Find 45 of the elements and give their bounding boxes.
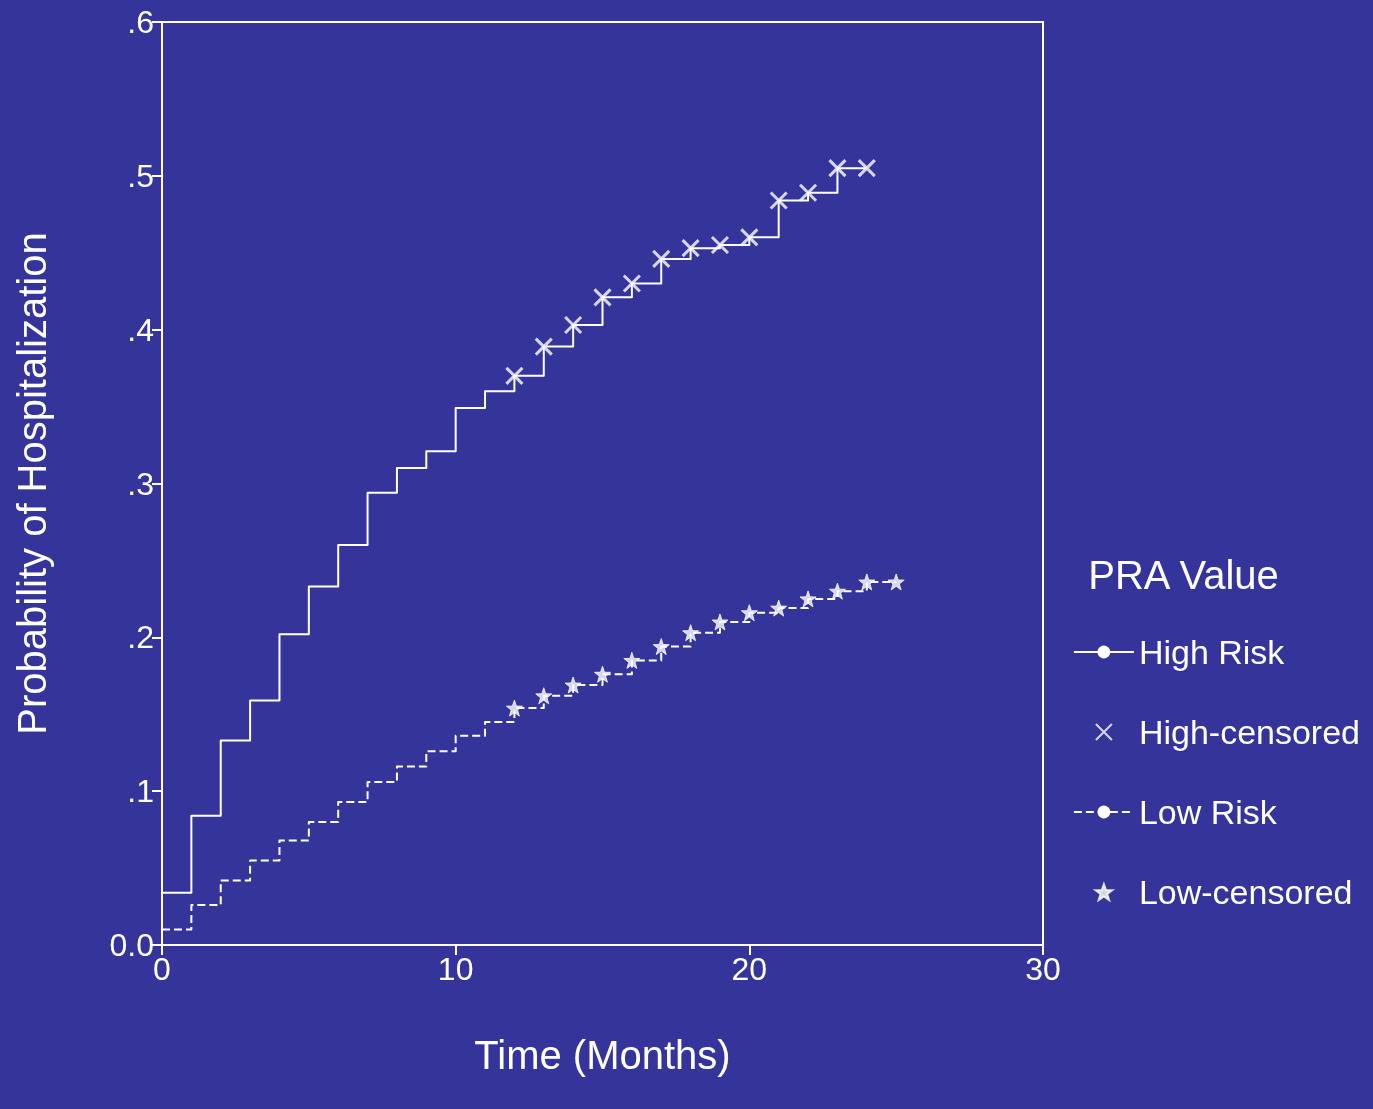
- point: [828, 582, 846, 600]
- point: [593, 287, 612, 307]
- point: [682, 624, 700, 642]
- legend-label: High-censored: [1138, 713, 1361, 751]
- point: [652, 638, 670, 656]
- point: [623, 651, 641, 669]
- legend-title: PRA Value: [1088, 553, 1279, 597]
- point: [505, 699, 523, 717]
- y-tick-label: .6: [127, 4, 154, 40]
- y-tick-label: .3: [127, 465, 154, 502]
- point: [534, 337, 554, 357]
- x-tick-label: 10: [437, 951, 474, 987]
- x-tick-label: 30: [1025, 951, 1061, 987]
- point: [563, 315, 583, 335]
- x-axis-title: Time (Months): [474, 1033, 731, 1077]
- point: [504, 366, 524, 386]
- y-tick-label: .5: [127, 157, 154, 194]
- x-tick-label: 20: [731, 951, 768, 987]
- point: [739, 227, 759, 247]
- point: [740, 604, 758, 622]
- x-tick-label: 0: [153, 951, 171, 987]
- legend-label: Low-censored: [1138, 873, 1353, 911]
- y-tick-label: 0.0: [109, 927, 154, 963]
- point: [681, 238, 701, 258]
- y-tick-label: .2: [127, 619, 154, 656]
- point: [651, 249, 671, 269]
- legend-label: High Risk: [1138, 633, 1286, 671]
- point: [622, 274, 642, 294]
- point: [769, 190, 789, 210]
- point: [564, 676, 582, 694]
- y-tick-label: .1: [127, 773, 154, 810]
- point: [798, 183, 818, 203]
- point: [857, 158, 877, 178]
- point: [887, 573, 905, 591]
- point: [710, 235, 730, 255]
- point: [535, 687, 553, 705]
- point: [770, 599, 788, 617]
- point: [594, 665, 611, 683]
- point: [858, 573, 876, 591]
- point: [827, 158, 847, 178]
- y-tick-label: .4: [127, 311, 154, 348]
- legend-label: Low Risk: [1138, 793, 1278, 831]
- point: [799, 590, 817, 608]
- point: [711, 613, 729, 631]
- y-axis-title: Probability of Hospitalization: [10, 232, 54, 735]
